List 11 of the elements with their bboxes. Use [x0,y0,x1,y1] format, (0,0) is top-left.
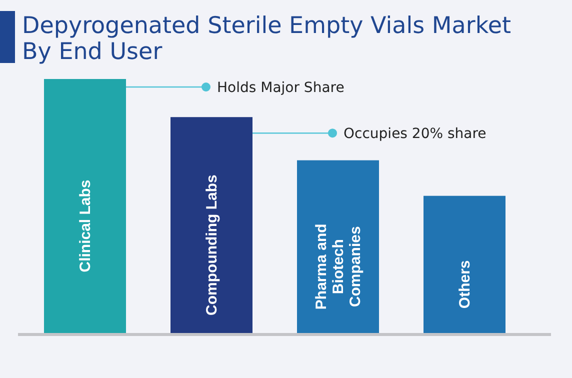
x-tick-label: Clinical Labs [77,180,94,272]
bar [44,79,126,333]
chart-title: Depyrogenated Sterile Empty Vials Market By End User [22,13,511,65]
bar [424,196,506,333]
x-tick-label: Others [456,260,474,309]
annotation: Occupies 20% share [344,126,486,142]
annotation: Holds Major Share [217,80,344,96]
x-tick-label: Pharma and Biotech Companies [313,224,364,310]
bar [170,117,252,333]
x-tick-label: Compounding Labs [204,174,220,316]
bar [297,160,379,333]
